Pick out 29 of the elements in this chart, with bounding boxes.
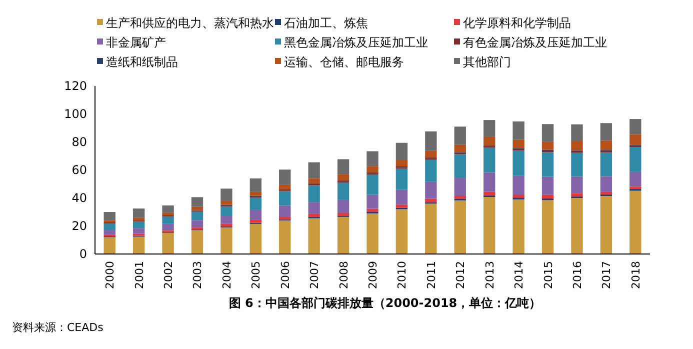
x-tick-label: 2015: [542, 261, 555, 289]
y-tick-label: 100: [64, 107, 87, 121]
y-tick-label: 0: [79, 247, 87, 261]
x-tick-label: 2001: [132, 261, 146, 289]
x-tick-label: 2002: [162, 261, 176, 289]
x-tick-label: 2008: [337, 261, 350, 289]
y-tick-label: 40: [72, 191, 87, 205]
x-tick-label: 2004: [220, 261, 234, 289]
x-tick-label: 2009: [366, 261, 380, 289]
x-tick-label: 2016: [570, 261, 584, 289]
x-tick-label: 2013: [483, 261, 496, 289]
x-tick-label: 2005: [250, 261, 263, 289]
x-tick-label: 2006: [278, 261, 292, 289]
y-tick-label: 20: [72, 219, 87, 233]
x-tick-label: 2018: [629, 261, 642, 289]
x-tick-label: 2003: [191, 261, 204, 289]
text: 资料来源：CEADs: [12, 321, 104, 334]
x-tick-label: 2014: [512, 261, 526, 289]
legend-label: 其他部门: [463, 55, 511, 69]
x-tick-label: 2007: [308, 261, 322, 289]
text: 图 6：中国各部门碳排放量（2000-2018，单位：亿吨）: [228, 296, 542, 310]
x-tick-label: 2012: [454, 261, 468, 289]
x-tick-label: 2000: [104, 261, 117, 289]
x-tick-label: 2010: [396, 261, 409, 289]
y-tick-label: 120: [64, 79, 87, 93]
x-tick-label: 2011: [424, 261, 438, 289]
y-tick-label: 60: [72, 163, 87, 177]
y-tick-label: 80: [72, 135, 87, 149]
x-tick-label: 2017: [600, 261, 614, 289]
